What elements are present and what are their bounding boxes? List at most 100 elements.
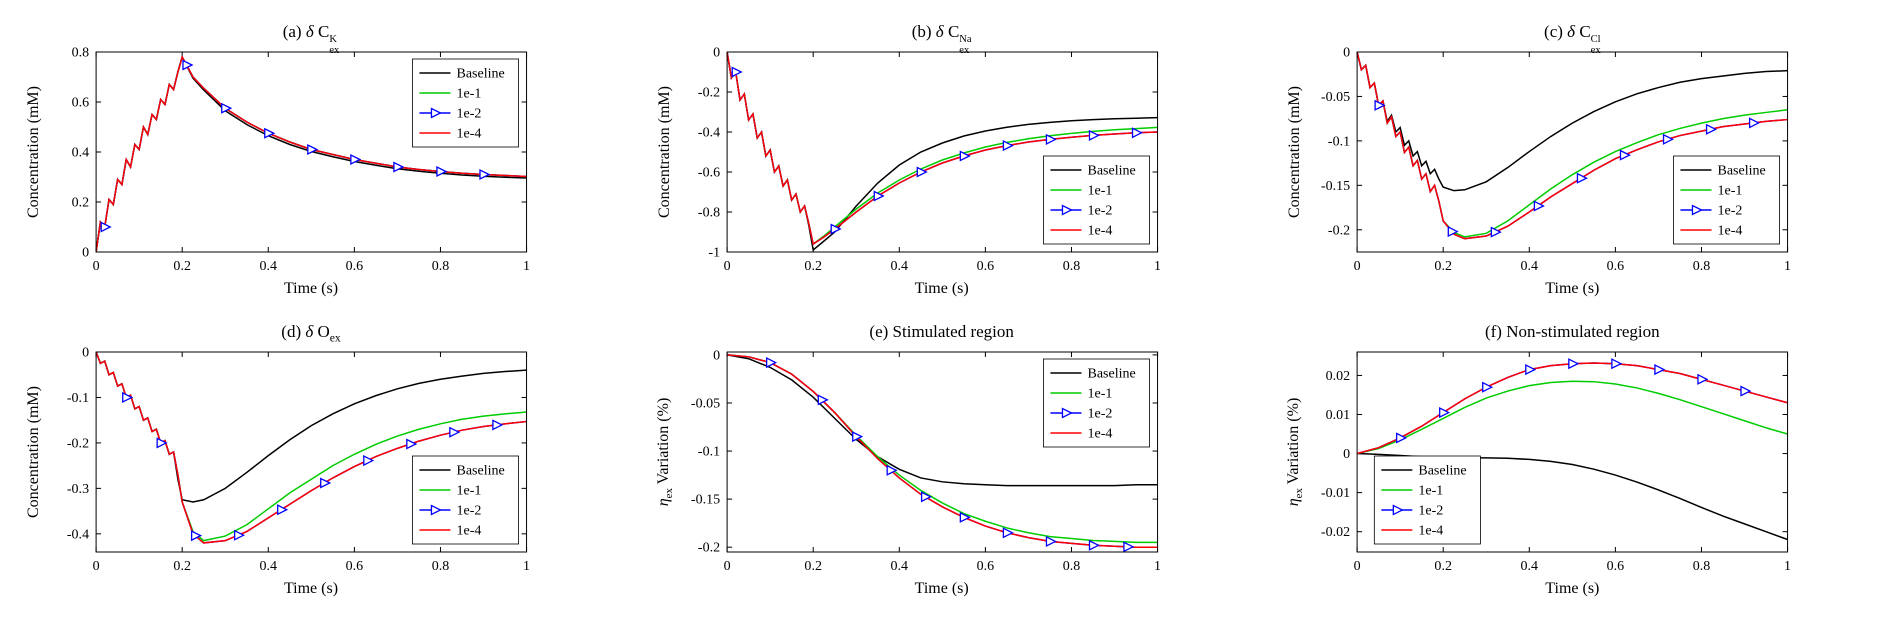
series-1e-4 xyxy=(96,352,527,544)
triangle-right-marker xyxy=(830,223,842,235)
triangle-right-marker xyxy=(1045,535,1057,547)
triangle-right-marker xyxy=(233,529,246,541)
x-tick-label: 0.8 xyxy=(432,559,450,574)
axes-box xyxy=(726,51,1158,253)
legend-label: 1e-2 xyxy=(1419,504,1444,519)
x-tick-label: 0.8 xyxy=(1062,559,1080,574)
legend: Baseline 1e-1 1e-2 1e-4 xyxy=(1673,155,1781,245)
triangle-right-marker xyxy=(1654,364,1666,376)
legend-label: 1e-2 xyxy=(456,504,481,519)
triangle-right-marker xyxy=(1525,364,1537,376)
triangle-right-marker xyxy=(873,190,885,202)
legend-label: 1e-4 xyxy=(1718,224,1743,239)
legend-label: 1e-4 xyxy=(1087,224,1112,239)
y-tick-label: -0.2 xyxy=(698,86,720,101)
series-1e-2 xyxy=(1357,362,1788,455)
triangle-right-marker xyxy=(264,127,276,139)
y-tick-label: -0.4 xyxy=(698,126,720,141)
legend-label: 1e-1 xyxy=(456,484,481,499)
series-Baseline xyxy=(726,354,1158,487)
legend-label: 1e-2 xyxy=(1087,407,1112,422)
legend-label: 1e-4 xyxy=(456,524,481,539)
legend-triangle-right-marker xyxy=(1692,204,1704,216)
legend-label: 1e-1 xyxy=(1419,484,1444,499)
y-tick-label: -0.01 xyxy=(1321,486,1350,501)
x-tick-label: 0.6 xyxy=(346,259,364,274)
triangle-right-marker xyxy=(1663,133,1675,145)
subplot-f-title: (f) Non-stimulated region xyxy=(1484,322,1660,341)
subplot-a-plot: 0 0.2 0.4 0.6 0.8 1 0 0.2 0.4 0.6 0.8 Baseline 1e-1 1… xyxy=(72,46,530,274)
y-tick-label: -0.05 xyxy=(691,396,720,411)
series-1e-4 xyxy=(726,52,1158,246)
triangle-right-marker xyxy=(1620,149,1632,161)
triangle-right-marker xyxy=(1088,539,1100,551)
subplot-b-plot: 0 0.2 0.4 0.6 0.8 1 -1 -0.8 -0.6 -0.4 -0.2 0 Baselin… xyxy=(698,46,1161,274)
triangle-right-marker xyxy=(221,102,233,114)
subplot-b: (b) δ C Na ex Concentration (mM) 0 0.2 0.4 0.… xyxy=(631,12,1262,312)
subplot-c-xlabel: Time (s) xyxy=(1545,280,1600,297)
legend-label: 1e-2 xyxy=(1087,204,1112,219)
triangle-right-marker xyxy=(1439,406,1451,419)
triangle-right-marker xyxy=(1396,432,1408,444)
triangle-right-marker xyxy=(851,431,863,443)
legend: Baseline 1e-1 1e-2 1e-4 xyxy=(412,455,519,545)
y-tick-label: 0 xyxy=(1343,447,1350,462)
subplot-a-xlabel: Time (s) xyxy=(283,280,339,297)
triangle-right-marker xyxy=(100,221,112,233)
y-tick-label: 0.01 xyxy=(1326,408,1351,423)
x-tick-label: 1 xyxy=(1784,559,1791,574)
triangle-right-marker xyxy=(1749,117,1761,129)
subplot-d-plot: 0 0.2 0.4 0.6 0.8 1 -0.4 -0.3 -0.2 -0.1 0 Baseline 1… xyxy=(67,346,530,574)
subplot-d-title: (d) δ Oex xyxy=(281,322,341,345)
y-tick-label: -0.4 xyxy=(67,527,89,542)
triangle-right-marker xyxy=(959,511,971,523)
subplot-d-xlabel: Time (s) xyxy=(283,580,339,597)
legend-label: Baseline xyxy=(456,464,504,479)
y-tick-label: -0.8 xyxy=(698,206,720,221)
triangle-right-marker xyxy=(1122,541,1135,553)
axes-box xyxy=(1356,351,1789,553)
triangle-right-marker xyxy=(277,504,289,516)
x-tick-label: 1 xyxy=(1784,259,1791,274)
legend-label: 1e-4 xyxy=(456,127,481,142)
subplot-e-xlabel: Time (s) xyxy=(914,580,969,597)
y-tick-label: -0.2 xyxy=(698,541,720,556)
series-1e-4 xyxy=(1357,362,1788,455)
x-tick-label: 0.4 xyxy=(890,259,908,274)
y-tick-label: -0.15 xyxy=(1321,179,1350,194)
triangle-right-marker xyxy=(886,464,898,476)
subplot-c-title: (c) δ C Cl ex xyxy=(1544,22,1601,56)
triangle-right-marker xyxy=(1045,133,1057,145)
legend-label: 1e-1 xyxy=(1087,387,1112,402)
triangle-right-marker xyxy=(959,150,971,162)
legend-label: 1e-1 xyxy=(456,87,481,102)
triangle-right-marker xyxy=(1534,200,1546,212)
y-tick-label: -0.2 xyxy=(67,436,89,451)
triangle-right-marker xyxy=(122,391,134,404)
y-tick-label: -0.2 xyxy=(1328,223,1350,238)
legend: Baseline 1e-1 1e-2 1e-4 xyxy=(1374,455,1482,545)
subplot-d: (d) δ Oex Concentration (mM) 0 0.2 0.4 0.6 0… xyxy=(0,312,631,612)
series-1e-4 xyxy=(726,354,1158,548)
legend-label: Baseline xyxy=(1419,464,1467,479)
y-tick-label: -0.1 xyxy=(698,445,720,460)
triangle-right-marker xyxy=(1491,226,1503,238)
legend-label: 1e-4 xyxy=(1087,427,1112,442)
legend-label: 1e-2 xyxy=(1718,204,1743,219)
x-tick-label: 0.6 xyxy=(976,559,994,574)
y-tick-label: 0.4 xyxy=(72,146,90,161)
y-tick-label: 0.02 xyxy=(1326,369,1351,384)
x-tick-label: 0.2 xyxy=(173,259,191,274)
triangle-right-marker xyxy=(307,143,319,156)
x-tick-label: 0.4 xyxy=(260,559,278,574)
legend: Baseline 1e-1 1e-2 1e-4 xyxy=(1042,155,1150,245)
subplot-c: (c) δ C Cl ex Concentration (mM) 0 0.2 0.4 0.… xyxy=(1261,12,1892,312)
triangle-right-marker xyxy=(190,530,203,542)
triangle-right-marker xyxy=(156,437,168,449)
x-tick-label: 0 xyxy=(93,559,100,574)
axes-box xyxy=(95,51,528,253)
axes-box xyxy=(95,351,528,553)
y-tick-label: 0.6 xyxy=(72,96,90,111)
